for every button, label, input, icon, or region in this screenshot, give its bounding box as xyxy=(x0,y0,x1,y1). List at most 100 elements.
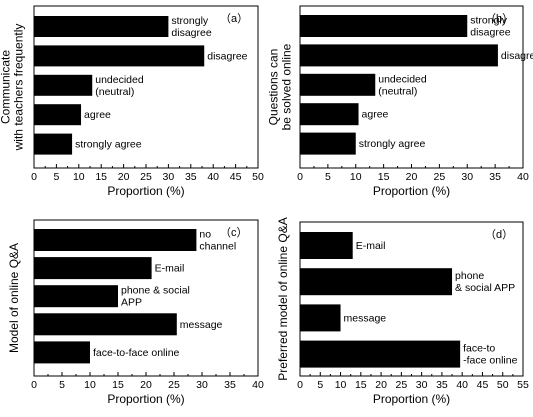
x-tick-label: 20 xyxy=(375,379,387,391)
bar xyxy=(34,341,90,364)
x-axis-label: Proportion (%) xyxy=(373,392,450,406)
category-label: E-mail xyxy=(155,263,185,275)
x-tick-label: 30 xyxy=(416,379,428,391)
x-tick-label: 30 xyxy=(196,379,208,391)
x-tick-label: 25 xyxy=(396,379,408,391)
category-label: (neutral) xyxy=(95,86,134,98)
x-tick-label: 15 xyxy=(112,379,124,391)
y-axis-label: with teachers frequently xyxy=(12,24,26,152)
bar xyxy=(34,285,118,308)
bar xyxy=(34,74,93,96)
bar xyxy=(300,132,356,155)
category-label: (neutral) xyxy=(378,85,417,97)
category-label: strongly xyxy=(470,15,508,27)
category-label: message xyxy=(180,319,223,331)
x-tick-label: 10 xyxy=(84,379,96,391)
y-axis-label: Communicate xyxy=(0,50,13,124)
x-tick-label: 40 xyxy=(517,171,529,183)
x-tick-label: 10 xyxy=(350,171,362,183)
bar xyxy=(34,229,197,251)
chart-panel-4: E-mail phone& social APP message face-to-fa… xyxy=(276,217,529,406)
panel-label: （d） xyxy=(485,228,513,241)
bar xyxy=(34,16,169,37)
bar xyxy=(34,257,152,280)
x-tick-label: 0 xyxy=(31,379,37,391)
x-tick-label: 5 xyxy=(53,171,59,183)
bar xyxy=(300,268,453,296)
category-label: undecided xyxy=(378,73,427,85)
x-tick-label: 40 xyxy=(207,171,219,183)
y-axis-label: be solved online xyxy=(280,43,294,130)
x-tick-label: 30 xyxy=(163,171,175,183)
x-tick-label: 20 xyxy=(140,379,152,391)
x-axis-label: Proportion (%) xyxy=(373,184,450,198)
panel-label: （b） xyxy=(485,12,513,25)
x-tick-label: 40 xyxy=(456,379,468,391)
x-tick-label: 10 xyxy=(73,171,85,183)
category-label: face-to xyxy=(463,343,495,355)
category-label: -face online xyxy=(463,355,517,367)
category-label: agree xyxy=(362,109,389,121)
x-tick-label: 25 xyxy=(168,379,180,391)
x-tick-label: 25 xyxy=(140,171,152,183)
category-label: message xyxy=(344,312,387,324)
panel-label: （c） xyxy=(220,226,248,239)
bar xyxy=(300,340,461,368)
x-tick-label: 40 xyxy=(252,379,264,391)
x-tick-label: 5 xyxy=(325,171,331,183)
category-label: undecided xyxy=(95,74,144,86)
category-label: phone xyxy=(455,270,484,282)
category-label: E-mail xyxy=(356,240,386,252)
x-axis-label: Proportion (%) xyxy=(107,184,184,198)
x-tick-label: 15 xyxy=(95,171,107,183)
category-label: disagree xyxy=(207,50,247,62)
x-tick-label: 35 xyxy=(185,171,197,183)
x-tick-label: 5 xyxy=(59,379,65,391)
category-label: agree xyxy=(84,109,111,121)
bar xyxy=(300,44,498,67)
x-tick-label: 25 xyxy=(434,171,446,183)
category-label: disagree xyxy=(171,27,211,39)
x-tick-label: 45 xyxy=(477,379,489,391)
bar xyxy=(300,15,468,37)
category-label: APP xyxy=(121,297,142,309)
bar xyxy=(300,103,359,126)
x-tick-label: 35 xyxy=(436,379,448,391)
x-tick-label: 20 xyxy=(118,171,130,183)
x-tick-label: 20 xyxy=(406,171,418,183)
chart-panel-2: stronglydisagreedisagreeundecided(neutra… xyxy=(267,5,533,198)
y-axis-label: Preferred model of online Q&A xyxy=(276,217,290,380)
x-tick-label: 30 xyxy=(461,171,473,183)
x-tick-label: 5 xyxy=(317,379,323,391)
category-label: phone & social xyxy=(121,285,190,297)
category-label: no xyxy=(199,229,211,241)
x-tick-label: 0 xyxy=(31,171,37,183)
category-label: face-to-face online xyxy=(93,347,180,359)
panel-label: （a） xyxy=(220,12,248,25)
x-tick-label: 35 xyxy=(224,379,236,391)
x-tick-label: 50 xyxy=(497,379,509,391)
x-axis-label: Proportion (%) xyxy=(107,392,184,406)
x-tick-label: 15 xyxy=(355,379,367,391)
bar xyxy=(34,133,73,155)
bar xyxy=(34,313,177,336)
category-label: channel xyxy=(199,241,236,253)
y-axis-label: Model of online Q&A xyxy=(7,243,21,353)
bar xyxy=(300,304,341,332)
x-tick-label: 15 xyxy=(378,171,390,183)
y-axis-label: Questions can xyxy=(267,49,281,126)
x-tick-label: 10 xyxy=(335,379,347,391)
category-label: & social APP xyxy=(455,282,515,294)
category-label: disagree xyxy=(470,27,510,39)
bar xyxy=(300,232,353,259)
category-label: strongly agree xyxy=(75,139,142,151)
x-tick-label: 0 xyxy=(297,379,303,391)
bar xyxy=(34,45,205,67)
bar xyxy=(34,104,82,126)
x-tick-label: 35 xyxy=(489,171,501,183)
bar xyxy=(300,73,376,96)
category-label: strongly agree xyxy=(359,138,426,150)
category-label: disagree xyxy=(501,50,533,62)
